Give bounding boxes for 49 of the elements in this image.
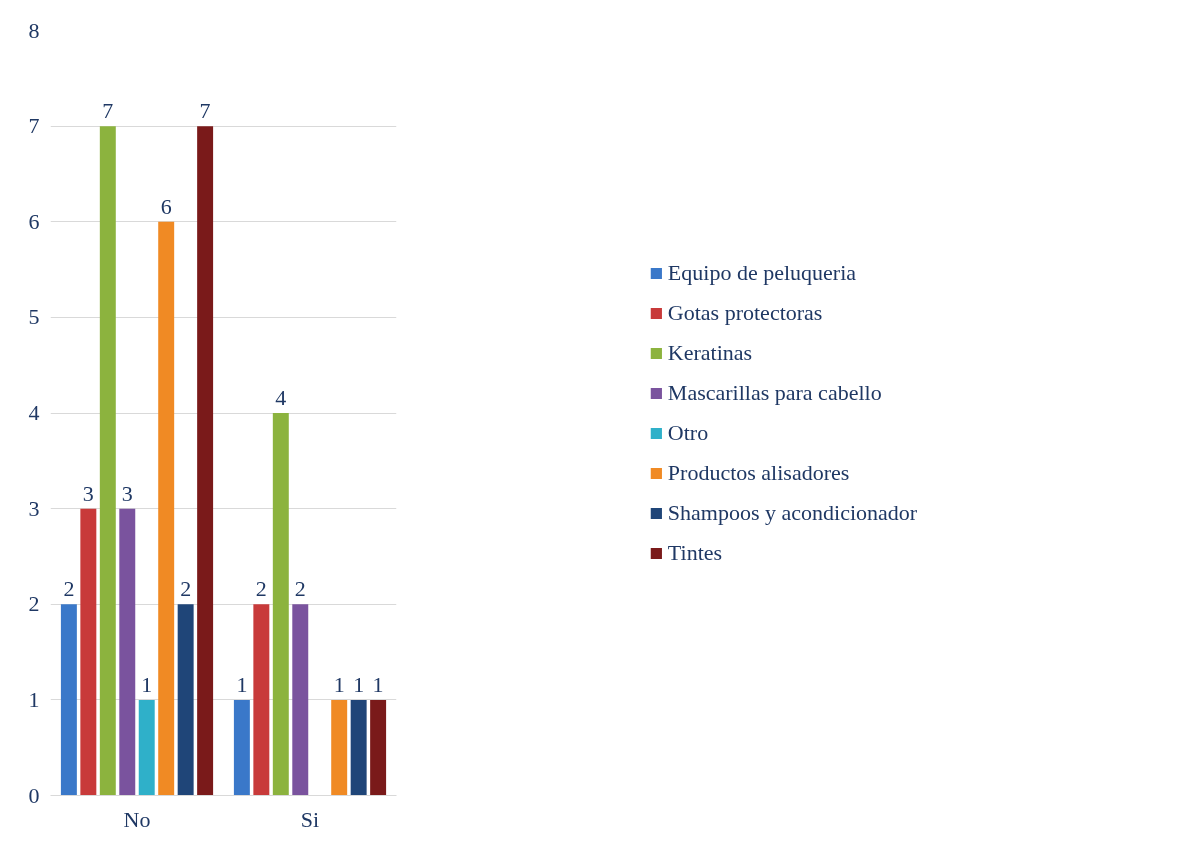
data-label: 6 — [160, 193, 172, 219]
bar — [99, 126, 116, 796]
data-label: 3 — [82, 480, 94, 506]
legend-label: Gotas protectoras — [667, 299, 823, 326]
bar — [80, 508, 97, 796]
data-label: 1 — [372, 671, 384, 697]
bar — [158, 221, 175, 796]
y-tick-label: 7 — [28, 113, 40, 139]
data-label: 7 — [102, 98, 114, 124]
data-label: 4 — [275, 385, 287, 410]
bar — [177, 604, 194, 796]
bar — [138, 699, 155, 796]
bar — [370, 699, 387, 796]
legend-label: Tintes — [667, 539, 723, 566]
bar — [331, 699, 348, 796]
bar — [272, 413, 289, 796]
bar — [253, 604, 270, 796]
y-tick-label: 5 — [28, 304, 40, 330]
data-label: 1 — [141, 671, 153, 697]
legend-label: Mascarillas para cabello — [667, 379, 882, 406]
legend-label: Productos alisadores — [667, 459, 850, 486]
legend-label: Keratinas — [667, 339, 753, 366]
x-tick-label: Si — [300, 806, 320, 832]
y-tick-label: 1 — [28, 686, 40, 712]
bar — [292, 604, 309, 796]
bar — [119, 508, 136, 796]
bar — [233, 699, 250, 796]
bar — [350, 699, 367, 796]
legend-label: Otro — [667, 419, 709, 446]
y-tick-label: 3 — [28, 495, 40, 521]
x-tick-label: No — [123, 806, 151, 832]
y-tick-label: 4 — [28, 400, 40, 425]
y-tick-label: 0 — [28, 782, 40, 808]
data-label: 1 — [353, 671, 365, 697]
y-tick-label: 2 — [28, 591, 40, 617]
bar — [197, 126, 214, 796]
bar — [60, 604, 77, 796]
y-tick-label: 6 — [28, 208, 40, 234]
legend-label: Shampoos y acondicionador — [667, 499, 918, 526]
data-label: 2 — [294, 576, 306, 602]
legend-label: Equipo de peluqueria — [667, 259, 857, 286]
data-label: 2 — [255, 576, 267, 602]
data-label: 1 — [236, 671, 248, 697]
data-label: 7 — [199, 98, 211, 124]
data-label: 1 — [333, 671, 345, 697]
data-label: 2 — [63, 576, 75, 602]
data-label: 3 — [121, 480, 133, 506]
data-label: 2 — [180, 576, 192, 602]
y-tick-label: 8 — [28, 17, 40, 43]
